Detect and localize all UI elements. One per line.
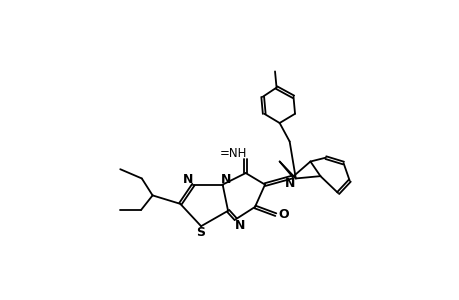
Text: =NH: =NH (219, 146, 246, 160)
Text: N: N (221, 173, 231, 187)
Text: O: O (278, 208, 288, 221)
Text: N: N (182, 173, 193, 187)
Text: S: S (196, 226, 205, 239)
Text: N: N (284, 177, 294, 190)
Text: N: N (234, 219, 244, 232)
